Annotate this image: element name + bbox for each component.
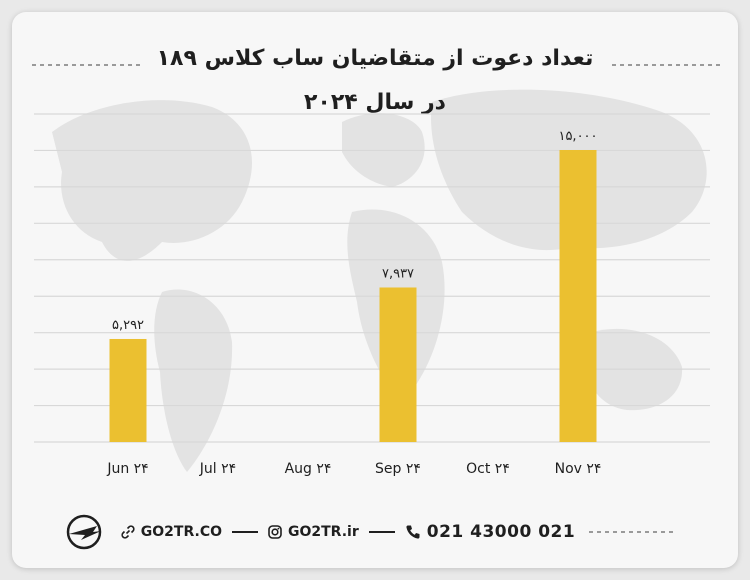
data-label-0: ۵,۲۹۲ [112, 318, 144, 333]
data-label-5: ۱۵,۰۰۰ [558, 129, 597, 144]
footer-website[interactable]: GO2TR.CO [121, 524, 222, 540]
title-dash-left [32, 64, 144, 66]
bar-3 [379, 287, 417, 442]
x-tick-label-2: Aug ۲۴ [285, 461, 332, 477]
website-text: GO2TR.CO [140, 524, 222, 540]
bar-chart: ۵,۲۹۲ Jun ۲۴ Jul ۲۴ Aug ۲۴ ۷,۹۳۷ Sep ۲۴ Oct ۲۴… [34, 113, 710, 477]
x-tick-label-1: Jul ۲۴ [199, 461, 236, 477]
chart-card: تعداد دعوت از متقاضیان ساب کلاس ۱۸۹ در س… [12, 12, 738, 568]
footer-dash [589, 531, 674, 533]
logo-plane-icon [66, 514, 102, 550]
x-tick-label-3: Sep ۲۴ [375, 461, 421, 477]
phone-icon [406, 525, 420, 539]
footer-separator [232, 531, 258, 533]
footer-phone[interactable]: 021 43000 021 [405, 522, 575, 542]
chart-title-line-1: تعداد دعوت از متقاضیان ساب کلاس ۱۸۹ [156, 46, 594, 71]
link-icon [121, 525, 135, 539]
x-tick-label-5: Nov ۲۴ [555, 461, 602, 477]
instagram-icon [268, 525, 282, 539]
instagram-text: GO2TR.ir [288, 524, 359, 540]
x-tick-label-0: Jun ۲۴ [106, 461, 148, 477]
bar-0 [109, 338, 147, 442]
chart-title-line-2: در سال ۲۰۲۴ [304, 90, 446, 115]
footer: GO2TR.CO GO2TR.ir 021 43000 021 [12, 512, 738, 552]
title-dash-right [612, 64, 722, 66]
footer-separator [368, 531, 395, 533]
bar-5 [559, 150, 597, 442]
footer-instagram[interactable]: GO2TR.ir [268, 524, 359, 540]
data-label-3: ۷,۹۳۷ [382, 266, 414, 281]
phone-text: 021 43000 021 [426, 522, 576, 542]
x-tick-label-4: Oct ۲۴ [466, 461, 510, 477]
